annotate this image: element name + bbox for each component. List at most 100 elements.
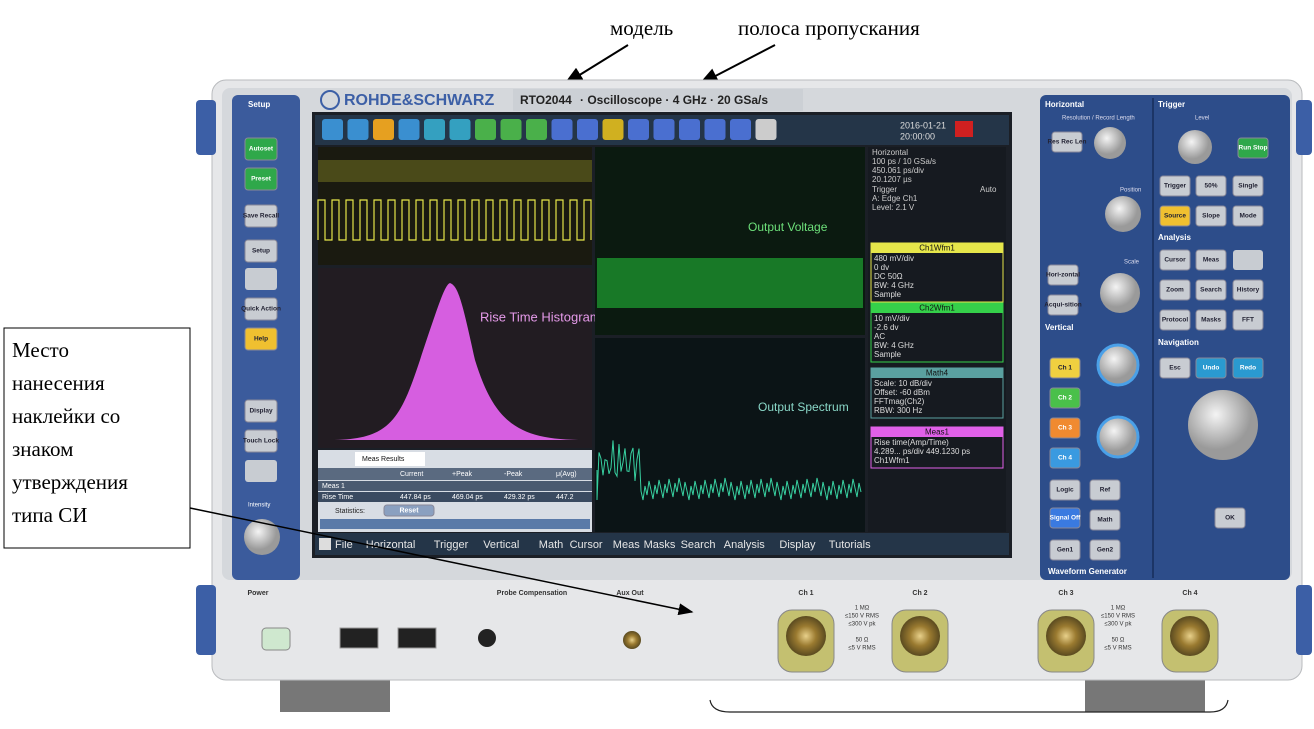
button-label: OK — [1225, 515, 1235, 522]
menu-item[interactable]: Display — [779, 539, 816, 551]
info-text: 450.061 ps/div — [872, 166, 924, 175]
tool-icon[interactable] — [756, 119, 777, 140]
front-label: Probe Compensation — [497, 590, 567, 597]
button-label: Preset — [251, 176, 272, 183]
info-text: Trigger — [872, 185, 897, 194]
aux-out — [623, 631, 641, 649]
tool-icon[interactable] — [322, 119, 343, 140]
tool-icon[interactable] — [679, 119, 700, 140]
camera-button[interactable] — [245, 268, 277, 290]
menu-item[interactable]: Cursor — [570, 539, 603, 551]
info-text: DC 50Ω — [874, 272, 903, 281]
button-label: Ch 3 — [1058, 425, 1072, 432]
tool-icon[interactable] — [654, 119, 675, 140]
usb-port — [340, 628, 378, 648]
knob[interactable] — [1178, 130, 1212, 164]
tool-icon[interactable] — [450, 119, 471, 140]
button-label: Acqui-sition — [1044, 302, 1082, 309]
row-bg — [318, 481, 592, 491]
tool-icon[interactable] — [399, 119, 420, 140]
knob[interactable] — [1100, 273, 1140, 313]
menu-item[interactable]: Search — [681, 539, 716, 551]
spec: ≤300 V pk — [849, 622, 877, 628]
bnc[interactable] — [1046, 616, 1086, 656]
annotation-line: наклейки со — [12, 404, 120, 428]
annotation-bandwidth: полоса пропускания — [738, 16, 920, 40]
knob[interactable] — [1188, 390, 1258, 460]
tool-icon[interactable] — [526, 119, 547, 140]
section-title: Analysis — [1158, 233, 1191, 242]
button-label: Ref — [1100, 487, 1111, 494]
zoom-region — [318, 160, 592, 182]
info-box-title: Math4 — [926, 369, 949, 378]
bnc[interactable] — [786, 616, 826, 656]
button-label: Display — [249, 408, 273, 415]
table-cell: 447.2 — [556, 494, 574, 501]
annotation-line: утверждения — [12, 470, 128, 494]
front-label: Aux Out — [616, 590, 644, 597]
spec: ≤150 V RMS — [845, 614, 879, 620]
bnc[interactable] — [900, 616, 940, 656]
info-text: 480 mV/div — [874, 254, 914, 263]
annotation-line: знаком — [12, 437, 73, 461]
menu-item[interactable]: Analysis — [724, 539, 765, 551]
page: модель полоса пропускания ROHDE&SCHWARZ … — [0, 0, 1314, 729]
tool-icon[interactable] — [348, 119, 369, 140]
tool-icon[interactable] — [577, 119, 598, 140]
button-label: Trigger — [1164, 183, 1187, 190]
tool-icon[interactable] — [424, 119, 445, 140]
tool-icon[interactable] — [730, 119, 751, 140]
menu-item[interactable]: Masks — [644, 539, 676, 551]
info-text: BW: 4 GHz — [874, 341, 914, 350]
statistics-label: Statistics: — [335, 508, 365, 515]
histogram-label: Rise Time Histogram — [480, 309, 601, 324]
tool-icon[interactable] — [373, 119, 394, 140]
info-text: 0 dv — [874, 263, 889, 272]
tool-icon[interactable] — [475, 119, 496, 140]
tool-icon[interactable] — [705, 119, 726, 140]
menu-item[interactable]: Tutorials — [829, 539, 871, 551]
menu-item[interactable]: Trigger — [434, 539, 469, 551]
knob[interactable] — [1094, 127, 1126, 159]
button-label: History — [1237, 287, 1260, 294]
arrow — [700, 45, 775, 84]
table-cell: Meas 1 — [322, 483, 345, 490]
info-text: 10 mV/div — [874, 314, 910, 323]
table-header: +Peak — [452, 471, 473, 478]
button-label: Res Rec Len — [1047, 139, 1086, 146]
knob[interactable] — [1098, 417, 1138, 457]
button-label: Run Stop — [1239, 145, 1268, 152]
info-text: 4.289... ps/div 449.1230 ps — [874, 447, 970, 456]
button[interactable] — [245, 460, 277, 482]
menu-item[interactable]: Math — [539, 539, 563, 551]
info-text: Sample — [874, 350, 902, 359]
tool-icon[interactable] — [628, 119, 649, 140]
power-button[interactable] — [262, 628, 290, 650]
usb-port — [398, 628, 436, 648]
spec: 1 MΩ — [1111, 606, 1126, 612]
button-label: Hori-zontal — [1046, 272, 1080, 279]
info-box-title: Ch1Wfm1 — [919, 244, 955, 253]
knob[interactable] — [244, 519, 280, 555]
info-text: Auto — [980, 185, 997, 194]
button-label: FFT — [1242, 317, 1254, 324]
tool-icon[interactable] — [501, 119, 522, 140]
info-text: A: Edge Ch1 — [872, 194, 918, 203]
grid-button[interactable] — [1233, 250, 1263, 270]
button-label: Protocol — [1162, 317, 1189, 324]
button-label: Autoset — [249, 146, 274, 153]
tool-icon[interactable] — [603, 119, 624, 140]
knob[interactable] — [1098, 345, 1138, 385]
knob-label: Level — [1195, 116, 1209, 122]
tool-icon[interactable] — [552, 119, 573, 140]
button-label: Source — [1164, 213, 1186, 220]
button-label: Esc — [1169, 365, 1181, 372]
tab-label: Meas Results — [362, 456, 405, 463]
knob[interactable] — [1105, 196, 1141, 232]
info-text: Offset: -60 dBm — [874, 388, 930, 397]
menu-item[interactable]: Vertical — [483, 539, 519, 551]
bnc[interactable] — [1170, 616, 1210, 656]
button-label: Setup — [252, 248, 270, 255]
menu-item[interactable]: Meas — [613, 539, 640, 551]
handle — [196, 585, 216, 655]
